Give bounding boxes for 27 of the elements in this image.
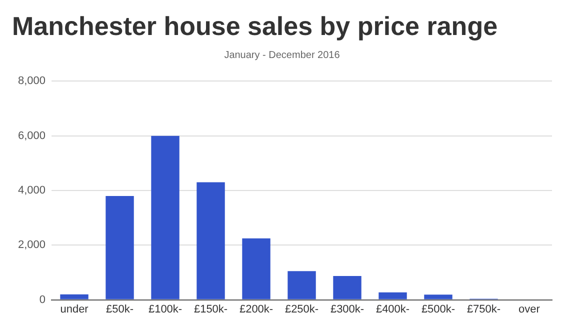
x-tick-label: £750k-	[466, 303, 501, 316]
x-tick-label: over	[518, 303, 540, 316]
x-tick-label: £250k-	[284, 303, 319, 316]
x-tick-label: £200k-	[239, 303, 274, 316]
bar	[151, 136, 180, 300]
bar	[378, 292, 407, 300]
y-tick-label: 8,000	[18, 75, 46, 88]
y-tick-label: 2,000	[18, 239, 46, 252]
x-tick-label: £100k-	[148, 303, 182, 316]
y-tick-label: 6,000	[18, 130, 46, 142]
x-tick-label: £300k-	[330, 303, 364, 316]
y-tick-label: 4,000	[18, 184, 46, 197]
bar	[60, 294, 88, 300]
bar	[424, 294, 452, 300]
x-tick-label: £400k-	[376, 303, 410, 316]
chart-subtitle: January - December 2016	[224, 50, 340, 61]
bar	[196, 182, 225, 300]
bar	[242, 238, 270, 300]
x-tick-label: £50k-	[106, 303, 134, 316]
bar	[333, 276, 362, 300]
x-tick-label: £150k-	[194, 303, 228, 316]
chart-title: Manchester house sales by price range	[12, 10, 498, 41]
bar	[106, 196, 134, 300]
y-tick-label: 0	[39, 294, 46, 306]
bar	[288, 271, 316, 300]
x-tick-label: under	[60, 303, 89, 316]
x-tick-label: £500k-	[421, 303, 456, 316]
